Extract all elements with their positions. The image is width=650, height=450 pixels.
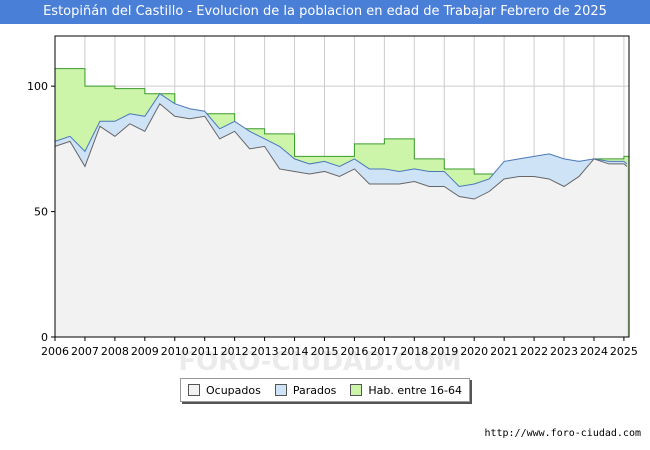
x-tick-label-2023: 2023 [550, 345, 578, 358]
x-tick-label-2009: 2009 [131, 345, 159, 358]
area-layer [54, 68, 629, 337]
x-tick-label-2011: 2011 [191, 345, 219, 358]
x-tick-label-2010: 2010 [161, 345, 189, 358]
y-tick-label-0: 0 [41, 331, 48, 344]
legend-item-parados: Parados [274, 383, 337, 397]
legend-swatch-hab [350, 384, 363, 396]
x-tick-label-2016: 2016 [340, 345, 368, 358]
parados-line [54, 92, 628, 188]
x-tick-label-2021: 2021 [490, 345, 518, 358]
x-tick-label-2019: 2019 [430, 345, 458, 358]
x-tick-label-2012: 2012 [221, 345, 249, 358]
x-tick-label-2014: 2014 [281, 345, 309, 358]
x-tick-label-2024: 2024 [580, 345, 608, 358]
chart-title: Estopiñán del Castillo - Evolucion de la… [0, 0, 650, 24]
x-tick-label-2020: 2020 [460, 345, 488, 358]
x-tick-label-2008: 2008 [101, 345, 129, 358]
ocupados-line [54, 102, 628, 200]
x-tick-label-2025: 2025 [610, 345, 638, 358]
ocupados-area [55, 103, 627, 337]
x-tick-label-2022: 2022 [520, 345, 548, 358]
legend-label-hab: Hab. entre 16-64 [368, 383, 462, 397]
x-tick-label-2006: 2006 [41, 345, 69, 358]
plot-frame [54, 35, 630, 338]
x-tick-label-2013: 2013 [251, 345, 279, 358]
y-tick-label-50: 50 [34, 206, 48, 219]
y-tick-label-100: 100 [27, 80, 48, 93]
legend: Ocupados Parados Hab. entre 16-64 [180, 378, 470, 402]
legend-swatch-parados [274, 384, 287, 396]
watermark: FORO-CIUDAD.COM [178, 347, 461, 374]
legend-swatch-ocupados [187, 384, 200, 396]
legend-label-ocupados: Ocupados [205, 383, 261, 397]
legend-label-parados: Parados [292, 383, 337, 397]
source-link[interactable]: http://www.foro-ciudad.com [484, 428, 641, 439]
x-tick-label-2007: 2007 [71, 345, 99, 358]
legend-item-hab: Hab. entre 16-64 [350, 384, 462, 397]
x-tick-label-2018: 2018 [400, 345, 428, 358]
legend-item-ocupados: Ocupados [187, 383, 261, 397]
x-tick-label-2015: 2015 [310, 345, 338, 358]
x-tick-label-2017: 2017 [370, 345, 398, 358]
